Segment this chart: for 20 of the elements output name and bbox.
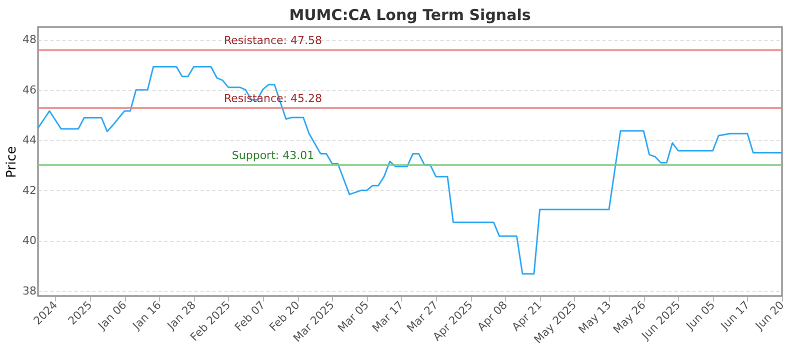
x-tick-label: Feb 07	[232, 298, 268, 334]
x-tick-label: Apr 08	[474, 298, 510, 334]
x-tick-label: Mar 05	[335, 298, 372, 335]
x-tick-label: Jan 16	[130, 298, 164, 333]
x-tick-label: Jun 17	[718, 298, 752, 333]
y-tick-label: 46	[22, 83, 36, 96]
x-tick-label: Jan 06	[94, 298, 130, 333]
y-tick-label: 48	[22, 33, 36, 46]
line-series	[37, 66, 783, 275]
x-tick-label: Jun 20	[752, 298, 787, 333]
y-axis-title: Price	[4, 146, 20, 178]
x-tick-label: Jun 05	[683, 298, 718, 333]
ref-line-label: Resistance: 47.58	[224, 34, 322, 48]
y-tick-label: 38	[22, 284, 36, 298]
y-tick-label: 44	[22, 134, 36, 147]
chart-title: MUMC:CA Long Term Signals	[289, 6, 531, 24]
x-tick-label: Mar 17	[370, 298, 406, 335]
ref-line-label: Support: 43.01	[232, 149, 314, 162]
y-tick-label: 40	[22, 234, 36, 248]
y-tick-label: 42	[22, 184, 36, 197]
